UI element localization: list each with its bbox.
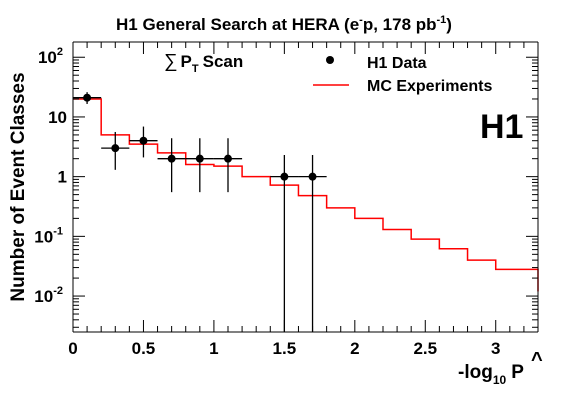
- chart-title: H1 General Search at HERA (e-p, 178 pb-1…: [116, 14, 452, 34]
- data-point-marker: [308, 172, 317, 181]
- x-tick-label: 1.5: [273, 339, 297, 358]
- y-tick-label-exp: -1: [53, 225, 63, 237]
- title-part-3: ): [446, 15, 452, 34]
- data-point-marker: [111, 144, 120, 153]
- y-tick-label-base: 10: [38, 48, 57, 67]
- data-point: [101, 131, 130, 170]
- data-point: [213, 138, 243, 193]
- axes: [72, 41, 539, 333]
- y-tick-label-exp: 2: [57, 46, 63, 58]
- data-point-marker: [139, 136, 148, 145]
- scan-word: Scan: [203, 52, 244, 71]
- x-tick-label: 2.5: [413, 339, 437, 358]
- x-tick-label: 0: [68, 339, 77, 358]
- scan-sum-symbol: ∑: [164, 51, 178, 72]
- x-tick-labels: 0 0.5 1 1.5 2 2.5 3: [68, 339, 500, 358]
- title-sup-exp: -1: [437, 14, 447, 26]
- data-point: [157, 138, 186, 193]
- data-point: [73, 92, 102, 104]
- experiment-label: H1: [480, 108, 523, 146]
- y-tick-label: 1: [58, 168, 67, 187]
- data-point-marker: [280, 172, 289, 181]
- y-tick-label: 102: [38, 46, 63, 67]
- data-points: [73, 92, 327, 332]
- data-point-marker: [167, 154, 176, 163]
- y-axis-label: Number of Event Classes: [8, 72, 29, 301]
- y-tick-label: 10-1: [34, 225, 63, 246]
- y-tick-label-base: 10: [34, 287, 53, 306]
- data-point: [185, 138, 214, 193]
- x-label-hat: ^: [531, 349, 543, 371]
- title-sup-charge: -: [359, 14, 363, 26]
- legend-label-mc: MC Experiments: [367, 78, 492, 95]
- x-tick-label: 2: [350, 339, 359, 358]
- x-tick-label: 3: [491, 339, 500, 358]
- y-tick-label-base: 10: [34, 227, 53, 246]
- legend-label-data: H1 Data: [367, 55, 427, 72]
- legend: H1 Data MC Experiments: [313, 55, 492, 95]
- mc-histogram-line: [73, 98, 539, 292]
- scan-variable-sub: T: [192, 63, 199, 75]
- data-point-marker: [224, 154, 232, 163]
- data-point-marker: [83, 93, 92, 102]
- data-point: [298, 155, 327, 332]
- data-point-marker: [195, 154, 204, 163]
- x-tick-label: 1: [209, 339, 218, 358]
- data-point: [129, 126, 158, 158]
- x-tick-label: 0.5: [132, 339, 156, 358]
- scan-variable: P: [181, 52, 192, 71]
- y-tick-label: 10-2: [34, 285, 63, 306]
- x-label-sub: 10: [493, 373, 507, 387]
- data-point: [270, 155, 299, 332]
- legend-marker-data: [326, 56, 334, 64]
- x-axis-label: -log10 P: [458, 362, 524, 387]
- title-part-2: p, 178 pb: [363, 15, 437, 34]
- scan-annotation: ∑ PT Scan: [164, 51, 243, 75]
- title-part-1: H1 General Search at HERA (e: [116, 15, 359, 34]
- y-tick-label-exp: -2: [53, 285, 63, 297]
- mc-histogram: [73, 98, 539, 292]
- x-label-main: -log: [458, 362, 493, 383]
- y-tick-label: 10: [48, 108, 67, 127]
- x-label-var: P: [511, 362, 524, 383]
